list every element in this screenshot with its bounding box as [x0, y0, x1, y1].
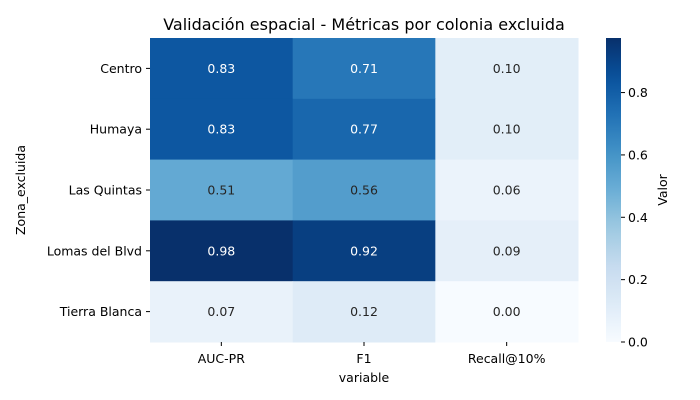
heatmap-cell: [150, 159, 294, 221]
cell-value-label: 0.92: [350, 243, 378, 258]
x-axis-label: variable: [339, 370, 390, 385]
heatmap-cell: [292, 220, 436, 282]
heatmap-cell: [292, 38, 436, 100]
x-tick-label: Recall@10%: [468, 351, 546, 366]
y-tick-label: Las Quintas: [69, 183, 142, 198]
cell-value-label: 0.51: [207, 183, 235, 198]
heatmap-cell: [435, 281, 579, 343]
y-tick-label: Tierra Blanca: [59, 304, 142, 319]
cell-value-label: 0.12: [350, 304, 378, 319]
cell-value-label: 0.98: [207, 243, 235, 258]
cell-value-label: 0.10: [493, 61, 521, 76]
x-tick-label: F1: [356, 351, 371, 366]
cell-value-label: 0.56: [350, 183, 378, 198]
cell-value-label: 0.06: [493, 183, 521, 198]
heatmap-cell: [292, 98, 436, 161]
heatmap-cell: [435, 38, 579, 100]
colorbar-tick-label: 0.6: [628, 147, 648, 162]
heatmap-cell: [292, 281, 436, 343]
y-tick-label: Centro: [100, 61, 142, 76]
cell-value-label: 0.00: [493, 304, 521, 319]
heatmap-cell: [150, 281, 294, 343]
colorbar-tick-label: 0.0: [628, 335, 648, 350]
heatmap-cell: [292, 159, 436, 221]
heatmap-cells: 0.83 0.71 0.10 0.83 0.77 0.10 0.51 0.56 0.06 0.98…: [150, 38, 579, 343]
colorbar-tick-label: 0.2: [628, 272, 648, 287]
colorbar-tick-label: 0.8: [628, 85, 648, 100]
y-tick-label: Lomas del Blvd: [47, 243, 142, 258]
colorbar-label: Valor: [655, 173, 670, 205]
colorbar-gradient: [606, 38, 621, 342]
heatmap-cell: [150, 220, 294, 282]
heatmap-cell: [150, 98, 294, 161]
y-tick-label: Humaya: [90, 122, 142, 137]
cell-value-label: 0.77: [350, 122, 378, 137]
cell-value-label: 0.83: [207, 122, 235, 137]
heatmap-cell: [150, 38, 294, 100]
y-axis-ticks: Centro Humaya Las Quintas Lomas del Blvd Tie…: [47, 61, 150, 319]
y-axis-label: Zona_excluida: [13, 145, 28, 235]
chart-title: Validación espacial - Métricas por colon…: [163, 15, 565, 34]
cell-value-label: 0.83: [207, 61, 235, 76]
colorbar: 0.0 0.2 0.4 0.6 0.8: [606, 38, 648, 350]
heatmap-cell: [435, 98, 579, 161]
cell-value-label: 0.07: [207, 304, 235, 319]
cell-value-label: 0.09: [493, 243, 521, 258]
x-tick-label: AUC-PR: [198, 351, 245, 366]
x-axis-ticks: AUC-PR F1 Recall@10%: [198, 342, 546, 366]
colorbar-tick-label: 0.4: [628, 210, 648, 225]
cell-value-label: 0.71: [350, 61, 378, 76]
heatmap-cell: [435, 220, 579, 282]
cell-value-label: 0.10: [493, 122, 521, 137]
heatmap-cell: [435, 159, 579, 221]
